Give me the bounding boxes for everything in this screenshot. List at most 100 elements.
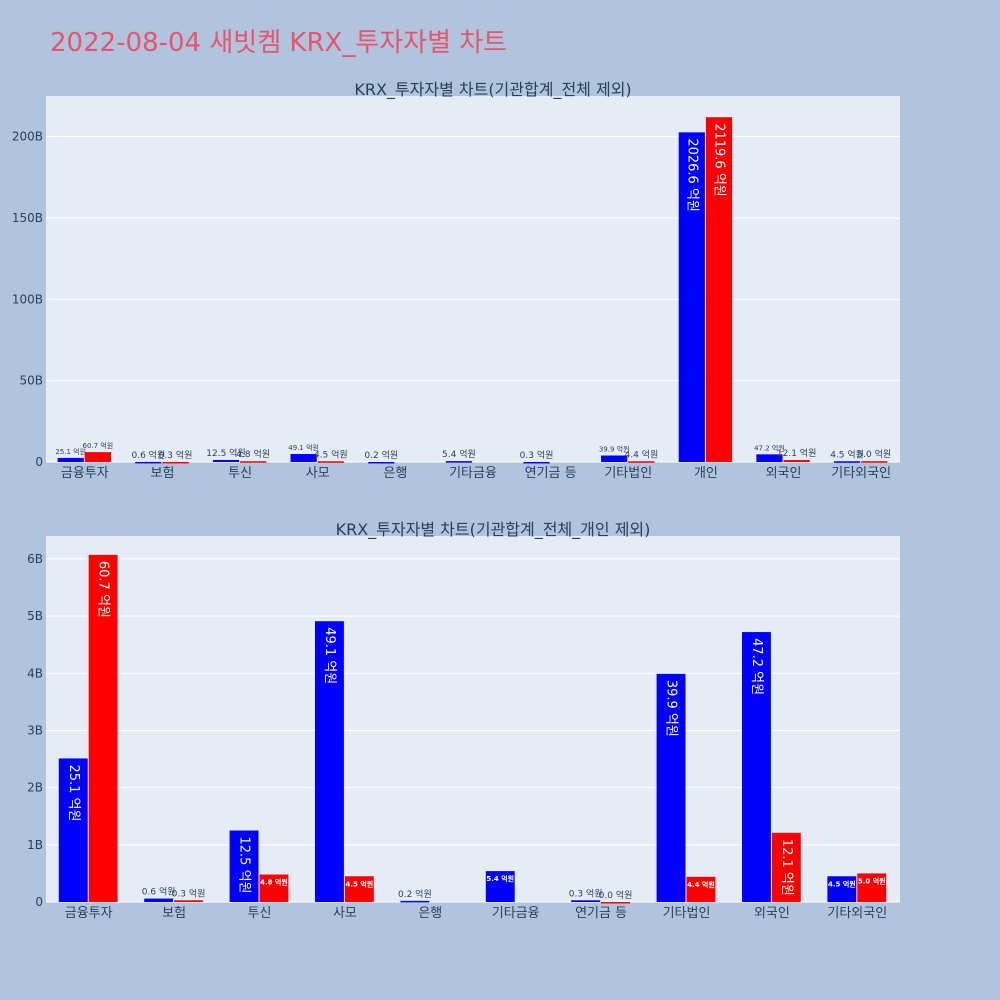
x-tick-label: 외국인 [754, 906, 790, 921]
y-tick-label: 100B [12, 292, 43, 306]
bar [57, 457, 84, 462]
x-tick-label: 연기금 등 [575, 906, 627, 921]
bar [240, 461, 267, 463]
x-tick-label: 기타금융 [492, 906, 540, 921]
data-label: 0.3 억원 [159, 449, 193, 461]
data-label: 4.4 억원 [687, 880, 715, 889]
bar [571, 900, 601, 902]
y-tick-label: 3B [27, 723, 43, 737]
data-label: 0.0 억원 [599, 889, 633, 901]
data-label: 0.3 억원 [569, 887, 603, 899]
bar [88, 554, 118, 902]
y-tick-label: 6B [27, 552, 43, 566]
bar [445, 461, 472, 463]
x-tick-label: 금융투자 [65, 906, 113, 921]
chart-title: KRX_투자자별 차트(기관합계_전체_개인 제외) [336, 520, 651, 540]
x-tick-label: 기타외국인 [827, 906, 887, 921]
bar [344, 876, 374, 902]
data-label: 4.8 억원 [236, 448, 270, 460]
bar [58, 758, 88, 902]
data-label: 12.5 억원 [237, 837, 252, 894]
x-tick-label: 보험 [150, 466, 174, 481]
data-label: 39.9 억원 [599, 445, 630, 454]
x-tick-label: 은행 [383, 465, 407, 481]
data-label: 0.6 억원 [142, 886, 176, 898]
x-tick-label: 보험 [162, 906, 186, 921]
y-tick-label: 2B [27, 781, 43, 795]
bar [678, 132, 705, 463]
y-tick-label: 150B [12, 211, 43, 225]
bar [705, 117, 733, 462]
bar [315, 621, 344, 902]
data-label: 4.5 억원 [345, 879, 373, 888]
chart-title: KRX_투자자별 차트(기관합계_전체 제외) [354, 80, 631, 100]
bar [162, 461, 189, 464]
data-label: 47.2 억원 [749, 638, 764, 695]
bar [368, 461, 395, 464]
x-tick-label: 개인 [694, 466, 718, 481]
x-tick-label: 외국인 [766, 466, 802, 481]
data-label: 0.2 억원 [364, 449, 398, 461]
bar [290, 454, 317, 462]
chart-2: 0 1B 2B 3B 4B 5B 6B KRX_투자자별 차트(기관합계_전체_개인 제외) 금… [27, 520, 900, 921]
bar [212, 459, 240, 462]
data-label: 2026.6 억원 [684, 138, 699, 212]
data-label: 12.5 억원 [206, 447, 245, 459]
x-tick-label: 금융투자 [61, 466, 109, 481]
bar [485, 871, 515, 902]
data-label: 5.0 억원 [857, 448, 891, 460]
data-label: 25.1 억원 [55, 447, 86, 456]
page-title: 2022-08-04 새빗켐 KRX_투자자별 차트 [50, 28, 508, 58]
bar [523, 461, 550, 464]
data-label: 4.5 억원 [828, 879, 856, 888]
y-tick-label: 50B [19, 374, 43, 388]
data-label: 4.5 억원 [314, 448, 348, 460]
x-tick-label: 사모 [306, 466, 330, 481]
data-label: 5.4 억원 [442, 448, 476, 460]
x-tick-label: 기타법인 [663, 906, 711, 921]
chart-1: 0 50B 100B 150B 200B KRX_투자자별 차트(기관합계_전체 제외) 금… [12, 80, 900, 481]
y-tick-label: 1B [27, 838, 43, 852]
bar [656, 673, 686, 902]
x-tick-label: 기타법인 [604, 466, 652, 481]
data-label: 0.6 억원 [132, 449, 166, 461]
bar [742, 632, 771, 902]
bar [259, 874, 289, 902]
bar [144, 898, 174, 902]
data-label: 4.4 억원 [624, 448, 658, 460]
y-tick-label: 0 [35, 895, 43, 909]
bar [686, 876, 716, 902]
data-label: 12.1 억원 [777, 447, 816, 459]
data-label: 5.0 억원 [858, 876, 886, 885]
bar [861, 461, 888, 463]
bar [857, 873, 887, 902]
data-label: 0.3 억원 [172, 887, 206, 899]
x-tick-label: 투신 [228, 466, 252, 481]
x-tick-label: 투신 [248, 906, 272, 921]
x-tick-label: 기타금융 [449, 466, 497, 481]
data-label: 49.1 억원 [322, 627, 337, 684]
bar [84, 452, 111, 462]
data-label: 0.2 억원 [398, 888, 432, 900]
bar [601, 455, 628, 462]
bar [229, 830, 259, 902]
y-tick-label: 4B [27, 666, 43, 680]
data-label: 49.1 억원 [288, 443, 319, 452]
y-tick-label: 5B [27, 609, 43, 623]
data-label: 60.7 억원 [96, 561, 111, 618]
x-tick-label: 사모 [333, 906, 357, 921]
x-tick-label: 연기금 등 [525, 466, 577, 481]
data-label: 5.4 억원 [486, 874, 514, 883]
data-label: 4.8 억원 [260, 878, 288, 887]
data-label: 12.1 억원 [779, 839, 794, 896]
data-label: 25.1 억원 [66, 764, 81, 821]
bar [834, 461, 861, 463]
bar [135, 461, 162, 464]
bar [756, 454, 783, 462]
bar [628, 461, 655, 463]
bar [771, 832, 801, 902]
x-tick-label: 기타외국인 [831, 466, 891, 481]
y-tick-label: 0 [35, 455, 43, 469]
bar [400, 900, 430, 903]
